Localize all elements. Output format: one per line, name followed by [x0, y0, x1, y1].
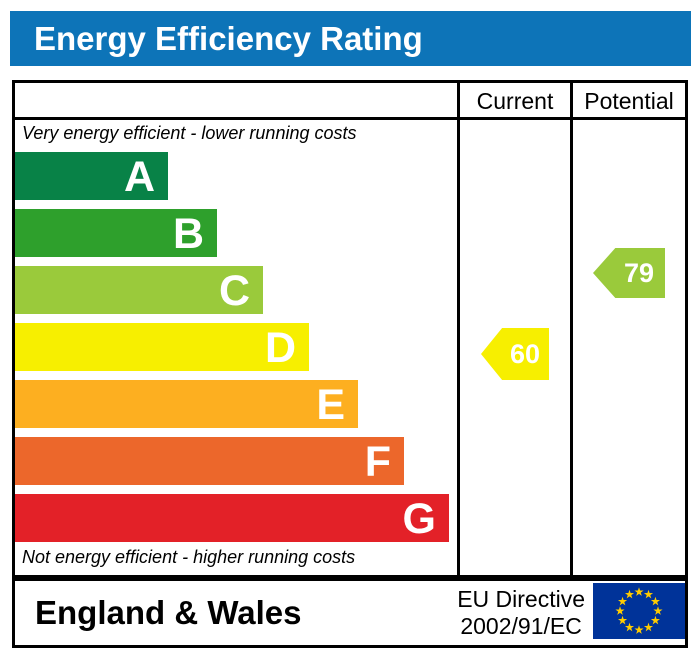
band-letter-b: B	[172, 210, 204, 258]
eu-directive-label: EU Directive 2002/91/EC	[457, 586, 585, 640]
band-row-e: E	[15, 380, 358, 429]
potential-column-header: Potential	[584, 88, 674, 114]
band-letter-g: G	[402, 495, 436, 543]
band-letter-f: F	[364, 438, 391, 486]
current-column-header: Current	[476, 88, 554, 114]
band-row-b: B	[15, 209, 217, 258]
band-row-f: F	[15, 437, 404, 486]
band-row-d: D	[15, 323, 309, 372]
eu-directive-line1: EU Directive	[457, 586, 585, 612]
column-header-row: Current Potential	[15, 83, 685, 120]
column-divider-potential	[570, 83, 573, 575]
eu-directive-line2: 2002/91/EC	[460, 613, 582, 639]
current-rating-value: 60	[509, 338, 541, 369]
rating-table: Current Potential Very energy efficient …	[12, 80, 688, 578]
footer-bar: England & Wales EU Directive 2002/91/EC	[12, 578, 688, 648]
band-row-g: G	[15, 494, 449, 543]
band-row-a: A	[15, 152, 168, 201]
band-letter-c: C	[218, 267, 250, 315]
region-label: England & Wales	[35, 594, 302, 631]
bottom-caption: Not energy efficient - higher running co…	[22, 547, 356, 567]
potential-rating-value: 79	[623, 257, 655, 288]
band-letter-e: E	[316, 381, 345, 429]
eu-flag-icon	[593, 583, 685, 639]
current-rating-marker: 60	[481, 328, 549, 380]
title-bar: Energy Efficiency Rating	[10, 11, 691, 66]
band-row-c: C	[15, 266, 263, 315]
potential-rating-marker: 79	[593, 248, 665, 298]
band-letter-d: D	[264, 324, 296, 372]
page-title: Energy Efficiency Rating	[34, 20, 423, 57]
band-letter-a: A	[123, 153, 155, 201]
column-divider-current	[457, 83, 460, 575]
top-caption: Very energy efficient - lower running co…	[22, 123, 357, 143]
